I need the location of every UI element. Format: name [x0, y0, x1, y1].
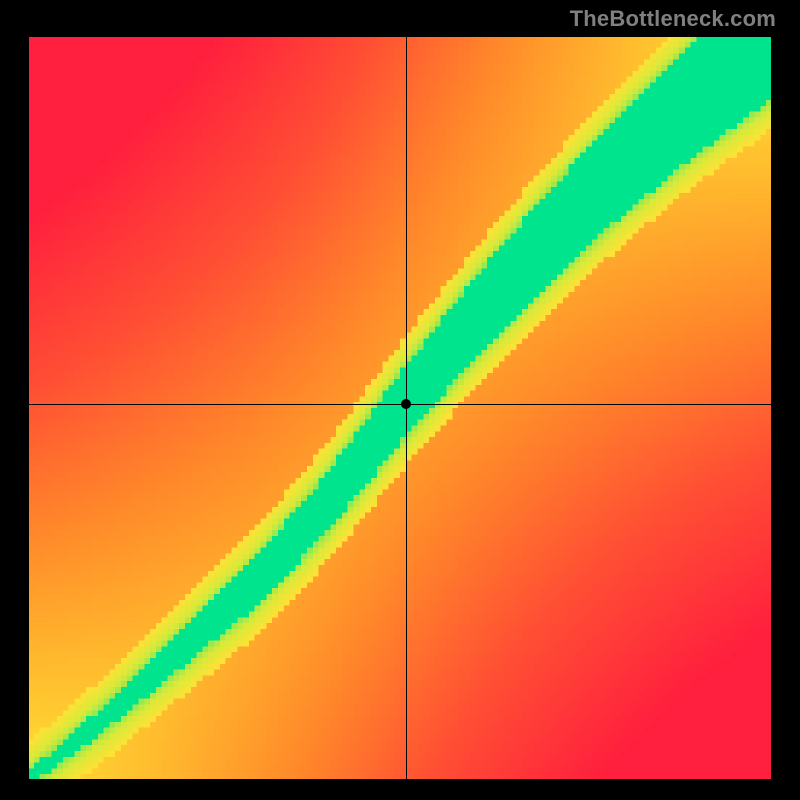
heatmap-canvas [28, 36, 772, 780]
heatmap-plot [28, 36, 772, 780]
root: TheBottleneck.com [0, 0, 800, 800]
crosshair-marker [401, 399, 411, 409]
watermark-text: TheBottleneck.com [570, 6, 776, 32]
